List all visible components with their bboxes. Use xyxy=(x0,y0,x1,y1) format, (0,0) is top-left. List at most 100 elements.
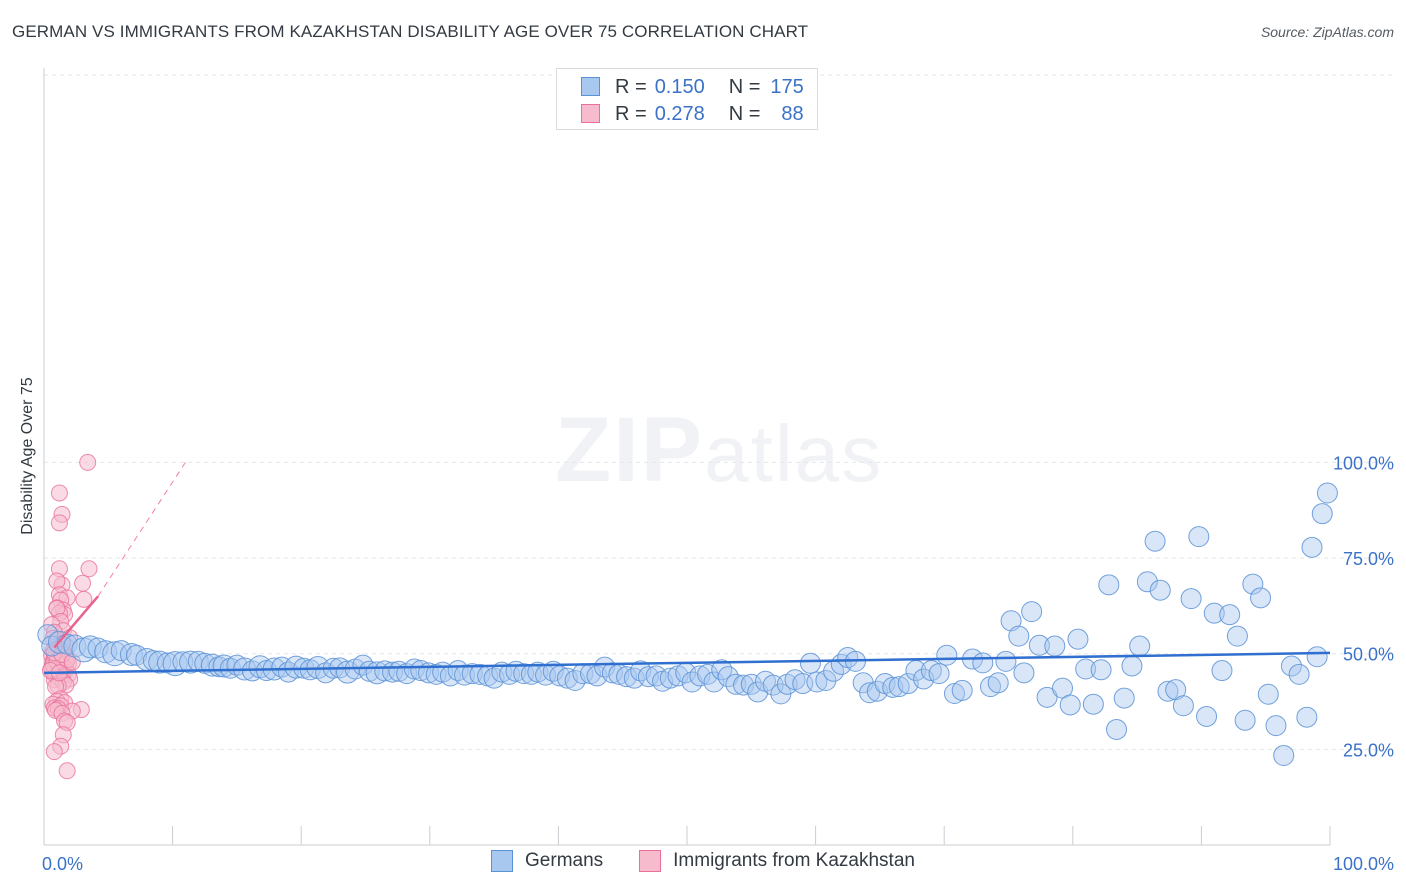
germans-point xyxy=(1008,625,1030,647)
germans-point xyxy=(78,635,102,659)
n-label: N = xyxy=(728,102,761,125)
stats-row-kazakhstan: R = 0.278 N = 88 xyxy=(581,102,804,126)
r-label: R = xyxy=(615,75,647,98)
germans-point xyxy=(711,659,733,681)
germans-point xyxy=(1067,628,1089,650)
axis-labels: 100.0% 75.0% 50.0% 25.0% 0.0% 100.0% xyxy=(42,453,1394,874)
germans-point xyxy=(1021,601,1043,623)
germans-point xyxy=(1013,662,1035,684)
germans-point xyxy=(1172,695,1194,717)
germans-point xyxy=(1273,744,1295,766)
y-tick-label: 100.0% xyxy=(1333,453,1394,473)
germans-point xyxy=(1121,655,1143,677)
germans-point xyxy=(859,682,881,704)
germans-point xyxy=(469,663,491,685)
germans-point xyxy=(815,669,837,691)
germans-point xyxy=(1075,658,1097,680)
kazakhstan-point xyxy=(50,514,68,532)
germans-point xyxy=(1144,530,1166,552)
germans-point xyxy=(1288,663,1310,685)
germans-point xyxy=(637,666,659,688)
gridlines xyxy=(44,74,1394,750)
legend: Germans Immigrants from Kazakhstan xyxy=(0,850,1406,872)
germans-point xyxy=(1188,526,1210,548)
germans-point xyxy=(37,624,59,646)
legend-item-kazakhstan: Immigrants from Kazakhstan xyxy=(639,850,915,872)
chart-title: GERMAN VS IMMIGRANTS FROM KAZAKHSTAN DIS… xyxy=(12,22,809,41)
germans-trend-line xyxy=(43,651,1331,675)
r-label: R = xyxy=(615,102,647,125)
germans-point xyxy=(703,671,725,693)
germans-point xyxy=(1000,610,1022,632)
germans-point xyxy=(1113,687,1135,709)
germans-point xyxy=(1098,574,1120,596)
germans-point xyxy=(806,671,828,693)
germans-point xyxy=(1311,503,1333,525)
germans-point xyxy=(461,663,483,685)
legend-item-germans: Germans xyxy=(491,850,603,872)
source-label: Source: ZipAtlas.com xyxy=(1260,24,1394,40)
germans-point xyxy=(119,642,143,666)
kazakhstan-point xyxy=(79,453,97,471)
germans-point xyxy=(1226,625,1248,647)
trend-lines xyxy=(43,462,1331,675)
watermark-atlas: atlas xyxy=(704,409,884,498)
germans-point xyxy=(1059,694,1081,716)
germans-point xyxy=(725,673,747,695)
germans-point xyxy=(1234,709,1256,731)
germans-point xyxy=(1136,571,1158,593)
germans-point xyxy=(1129,635,1151,657)
legend-label-germans: Germans xyxy=(525,850,604,871)
stats-row-germans: R = 0.150 N = 175 xyxy=(581,75,804,99)
germans-point xyxy=(1036,686,1058,708)
kazakhstan-swatch xyxy=(581,104,600,123)
germans-point xyxy=(1028,634,1050,656)
kazakhstan-point xyxy=(50,484,68,502)
germans-point xyxy=(1203,602,1225,624)
germans-point xyxy=(1044,635,1066,657)
germans-points xyxy=(37,482,1338,766)
germans-r-value: 0.150 xyxy=(654,75,705,98)
watermark: ZIPatlas xyxy=(555,398,883,503)
germans-point xyxy=(1296,706,1318,728)
legend-swatch-kazakhstan xyxy=(639,850,662,872)
kazakhstan-point xyxy=(58,762,76,780)
germans-point xyxy=(1306,646,1328,668)
legend-swatch-germans xyxy=(491,850,514,872)
germans-point xyxy=(972,652,994,674)
kazakhstan-points xyxy=(41,453,98,780)
kazakhstan-trend-extension xyxy=(97,462,186,597)
germans-n-value: 175 xyxy=(770,75,804,98)
stats-box: R = 0.150 N = 175 R = 0.278 N = 88 xyxy=(556,68,818,130)
germans-point xyxy=(987,672,1009,694)
kazakhstan-point xyxy=(45,743,63,761)
germans-point xyxy=(41,635,63,657)
germans-point xyxy=(1149,579,1171,601)
germans-point xyxy=(888,676,910,698)
germans-point xyxy=(1196,705,1218,727)
germans-point xyxy=(951,679,973,701)
germans-point xyxy=(1082,693,1104,715)
germans-point xyxy=(1157,680,1179,702)
germans-point xyxy=(799,652,821,674)
kazakhstan-trend-line xyxy=(53,595,99,649)
germans-point xyxy=(94,640,118,664)
kazakhstan-r-value: 0.278 xyxy=(654,102,705,125)
x-tick-label: 100.0% xyxy=(1333,854,1394,874)
germans-point xyxy=(403,658,425,680)
n-label: N = xyxy=(728,75,761,98)
germans-point xyxy=(936,644,958,666)
legend-label-kazakhstan: Immigrants from Kazakhstan xyxy=(673,850,915,871)
germans-point xyxy=(747,681,769,703)
germans-point xyxy=(352,654,374,676)
germans-point xyxy=(1219,604,1241,626)
germans-swatch xyxy=(581,77,600,96)
germans-point xyxy=(1180,588,1202,610)
germans-point xyxy=(1257,683,1279,705)
germans-point xyxy=(1090,659,1112,681)
germans-point xyxy=(1265,715,1287,737)
germans-point xyxy=(1301,536,1323,558)
y-tick-label: 50.0% xyxy=(1343,645,1394,665)
germans-point xyxy=(689,665,711,687)
